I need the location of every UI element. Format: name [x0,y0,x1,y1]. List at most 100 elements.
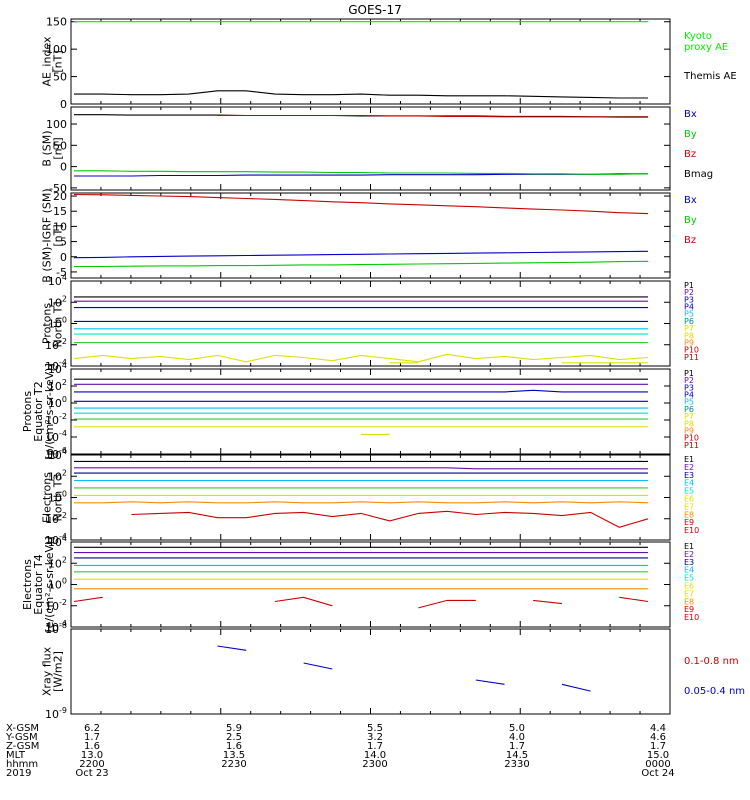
legend-entry: P3 [684,383,694,392]
legend-entry: P6 [684,405,694,414]
ephemeris-cell: 1.7 [509,741,525,752]
ephemeris-cell: 6.2 [84,723,100,734]
ephemeris-cell: 13.0 [81,750,103,761]
legend-entry: 0.05-0.4 nm [684,686,745,697]
legend-entry: By [684,129,697,140]
y-tick-label: 5 [60,236,67,249]
ephemeris-cell: 2.5 [226,732,242,743]
y-axis-label: Protons [41,303,54,344]
y-axis-label: Xray flux [41,646,54,696]
y-tick-label: 10-8 [45,621,67,636]
ephemeris-row-label: 2019 [6,768,31,779]
series-0-1-0-8-nm [304,716,333,721]
ephemeris-row-label: hhmm [6,759,38,770]
legend-entry: E8 [684,597,694,606]
y-tick-label: 50 [53,139,67,152]
ephemeris-cell: 2300 [362,759,387,770]
series-by [74,170,649,175]
legend-entry: P2 [684,376,694,385]
legend-entry: E6 [684,582,694,591]
legend-entry: P10 [684,434,699,443]
y-axis-label: Electrons [41,472,54,523]
legend-entry: E8 [684,510,694,519]
legend-entry: P10 [684,346,699,355]
ephemeris-cell: 4.4 [650,723,666,734]
y-axis-label: Electrons [21,559,34,610]
y-tick-label: -50 [49,182,67,195]
ephemeris-cell: 3.2 [367,732,383,743]
y-tick-label: -5 [56,266,67,279]
y-axis-label: Equator T2 [32,381,45,441]
legend-entry: Themis AE [683,71,737,82]
panel-frame [70,106,671,191]
panel-frame [70,280,671,367]
legend-entry: P5 [684,398,694,407]
ephemeris-cell: 1.7 [84,732,100,743]
ephemeris-cell: Oct 24 [641,768,674,779]
legend-entry: E5 [684,487,694,496]
legend-entry: P6 [684,317,694,326]
legend-entry: Bx [684,109,697,120]
panel-frame [70,628,671,715]
legend-entry: P9 [684,426,694,435]
ephemeris-cell: 13.5 [223,750,245,761]
legend-entry: Bmag [684,169,713,180]
ephemeris-cell: 1.7 [367,741,383,752]
y-tick-label: 104 [48,273,67,288]
panel-dbsm: -5 0 5 10 15 20B (SM)-IGRF (SM)[nT] Bx By Bz [41,188,697,282]
series-e7 [74,501,649,504]
legend-entry: P4 [684,391,694,400]
ephemeris-cell: 0000 [645,759,670,770]
legend-entry: By [684,215,697,226]
legend-entry: proxy AE [684,42,728,53]
series-e2 [74,467,648,470]
series-p8 [73,353,649,363]
y-axis-label: AE_index [41,36,54,87]
legend-entry: E10 [684,526,699,535]
legend-entry: E9 [684,518,694,527]
ephemeris-cell: 5.9 [226,723,242,734]
ephemeris-cell: 2330 [504,759,529,770]
y-axis-label: B (SM)-IGRF (SM) [41,188,54,282]
ephemeris-cell: 1.6 [84,741,100,752]
legend-entry: E1 [684,455,694,464]
ephemeris-cell: Oct 23 [75,768,108,779]
y-axis-label: North T1 [52,300,65,348]
ephemeris-cell: 14.0 [364,750,386,761]
legend-entry: P8 [684,331,694,340]
series-0-05-0-4-nm [217,645,591,692]
y-axis-label: [nT] [52,137,65,159]
legend-entry: Bz [684,149,696,160]
legend-entry: E10 [684,613,699,622]
legend-entry: P1 [684,281,694,290]
legend-entry: E3 [684,471,694,480]
y-tick-label: 0 [60,161,67,174]
y-tick-label: 150 [46,16,67,29]
panel-xray: 10-9 10-8 Xray flux[W/m2] 0.1-0.8 nm 0.05-0.… [41,621,746,721]
ephemeris-cell: 14.5 [506,750,528,761]
ephemeris-row-label: MLT [6,750,26,761]
ephemeris-cell: 2230 [221,759,246,770]
y-tick-label: 0 [60,98,67,111]
legend-entry: P7 [684,412,694,421]
ephemeris-cell: 5.5 [367,723,383,734]
series-p3 [74,389,648,393]
series-e9 [131,510,649,528]
legend-entry: E4 [684,566,694,575]
legend-entry: P2 [684,288,694,297]
series-bz [217,114,648,118]
ephemeris-row-label: Y-GSM [5,732,38,743]
y-axis-label: [nT] [52,224,65,246]
figure-title: GOES-17 [348,3,402,17]
legend-entry: E1 [684,542,694,551]
legend-entry: P4 [684,303,694,312]
legend-entry: E7 [684,589,694,598]
panel-frame [70,192,671,279]
